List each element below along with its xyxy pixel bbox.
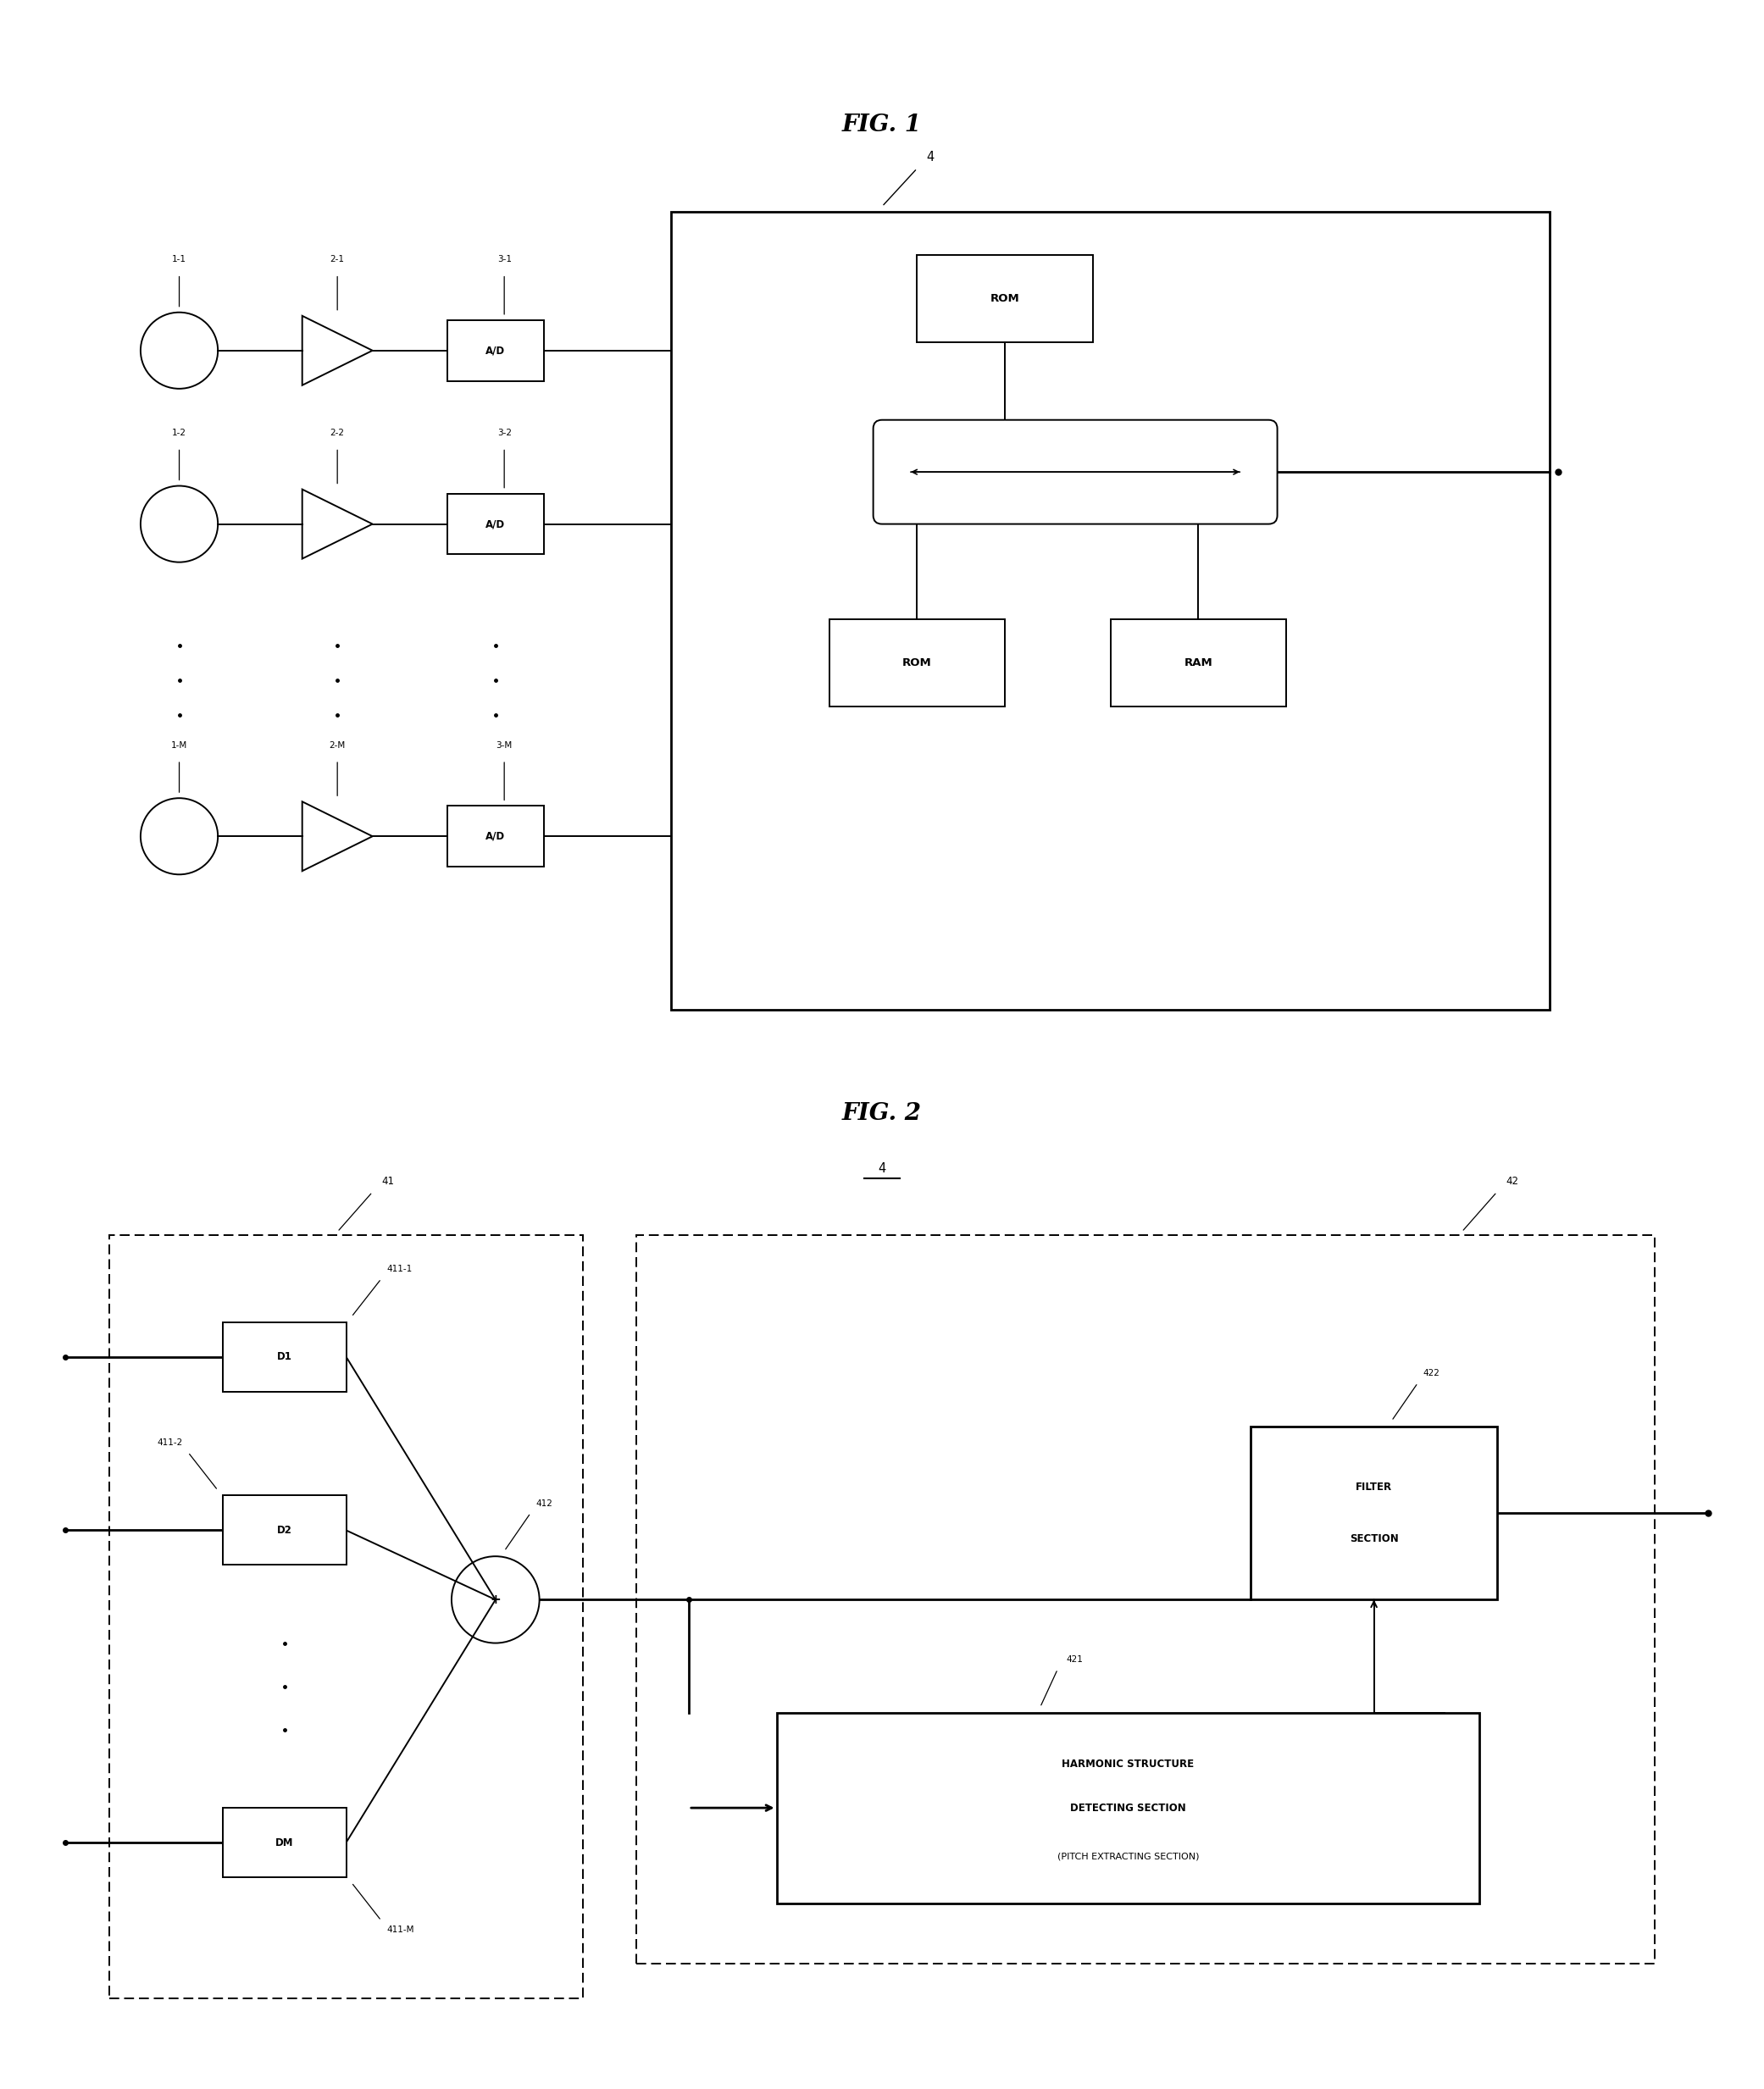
Text: RAM: RAM	[1184, 658, 1212, 668]
Bar	[637, 1235, 1655, 1964]
Bar	[224, 1322, 346, 1391]
Text: DM: DM	[275, 1836, 295, 1849]
Bar	[670, 211, 1549, 1009]
Text: 1-M: 1-M	[171, 742, 187, 750]
Text: 2-2: 2-2	[330, 428, 344, 437]
Text: 4: 4	[926, 150, 933, 163]
Text: +: +	[490, 1594, 501, 1606]
Text: D2: D2	[277, 1525, 293, 1535]
Bar	[446, 320, 543, 380]
Text: 411-1: 411-1	[386, 1266, 413, 1274]
Text: D1: D1	[277, 1352, 293, 1362]
Text: DETECTING SECTION: DETECTING SECTION	[1071, 1803, 1185, 1813]
Text: 42: 42	[1506, 1176, 1519, 1187]
Bar	[829, 620, 1005, 706]
Text: ROM: ROM	[903, 658, 931, 668]
Text: 422: 422	[1424, 1368, 1439, 1377]
Text: 1-2: 1-2	[173, 428, 187, 437]
Text: (PITCH EXTRACTING SECTION): (PITCH EXTRACTING SECTION)	[1057, 1853, 1200, 1861]
Text: 3-2: 3-2	[497, 428, 512, 437]
Text: A/D: A/D	[485, 345, 505, 355]
Text: 2-M: 2-M	[330, 742, 346, 750]
FancyBboxPatch shape	[873, 420, 1277, 524]
Text: FIG. 2: FIG. 2	[841, 1103, 923, 1126]
Text: 3-M: 3-M	[496, 742, 512, 750]
Text: 411-M: 411-M	[386, 1926, 415, 1934]
Bar	[917, 255, 1094, 343]
Text: A/D: A/D	[485, 518, 505, 529]
Text: 412: 412	[536, 1500, 552, 1508]
Text: FILTER: FILTER	[1357, 1481, 1392, 1492]
Text: A/D: A/D	[485, 831, 505, 842]
Bar	[1110, 620, 1286, 706]
Bar	[446, 493, 543, 554]
Text: 421: 421	[1067, 1654, 1083, 1663]
Bar	[446, 806, 543, 867]
Text: 1-1: 1-1	[173, 255, 187, 263]
Text: 41: 41	[381, 1176, 393, 1187]
Bar	[224, 1496, 346, 1565]
Text: 4: 4	[878, 1161, 886, 1174]
Text: ROM: ROM	[990, 292, 1020, 305]
Text: HARMONIC STRUCTURE: HARMONIC STRUCTURE	[1062, 1759, 1194, 1769]
Text: FIG. 1: FIG. 1	[841, 113, 923, 136]
Text: SECTION: SECTION	[1349, 1533, 1399, 1544]
Text: 411-2: 411-2	[157, 1439, 183, 1448]
Bar	[109, 1235, 584, 1999]
Bar	[776, 1713, 1480, 1903]
Bar	[224, 1807, 346, 1878]
Bar	[1251, 1427, 1498, 1600]
Text: 3-1: 3-1	[497, 255, 512, 263]
Text: 2-1: 2-1	[330, 255, 344, 263]
